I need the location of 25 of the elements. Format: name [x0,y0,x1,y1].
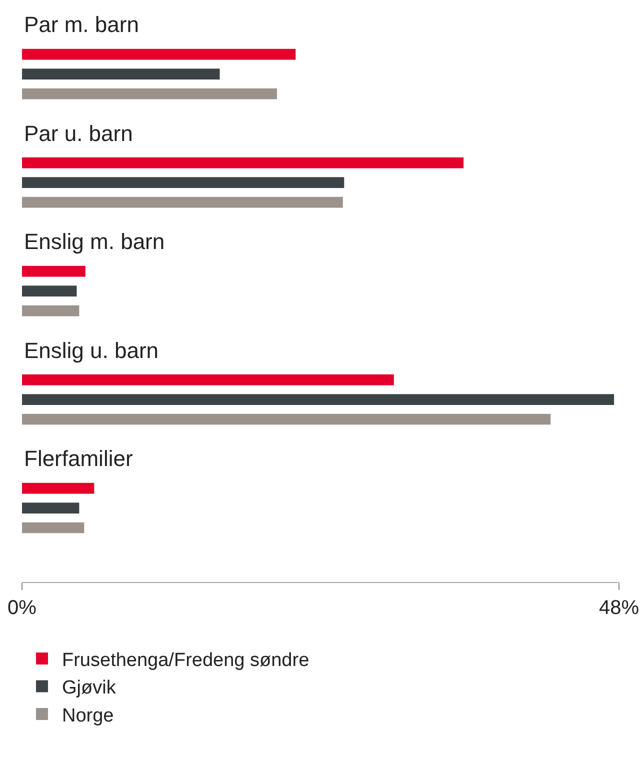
bar [22,196,343,208]
bar [22,48,296,60]
bar [22,286,77,296]
x-tick-label: 48% [598,597,640,619]
bar [22,414,551,425]
bar [22,305,80,316]
bar [22,374,394,386]
bar [22,88,277,100]
legend-label: Frusethenga/Fredeng søndre [62,650,310,671]
bar [22,68,220,80]
legend-label: Gjøvik [62,678,116,699]
y-tick-label: Par m. barn [24,12,139,37]
bar [22,177,344,188]
y-tick-label: Enslig u. barn [24,338,159,363]
bar [22,522,84,534]
bar [22,157,464,168]
y-tick-label: Par u. barn [24,121,133,146]
bar [22,394,614,405]
y-tick-label: Enslig m. barn [24,229,165,254]
bar [22,482,94,494]
bar [22,502,80,514]
legend-label: Norge [62,705,114,726]
bar [22,266,86,277]
y-tick-label: Flerfamilier [24,446,133,471]
x-tick-label: 0% [8,597,37,619]
